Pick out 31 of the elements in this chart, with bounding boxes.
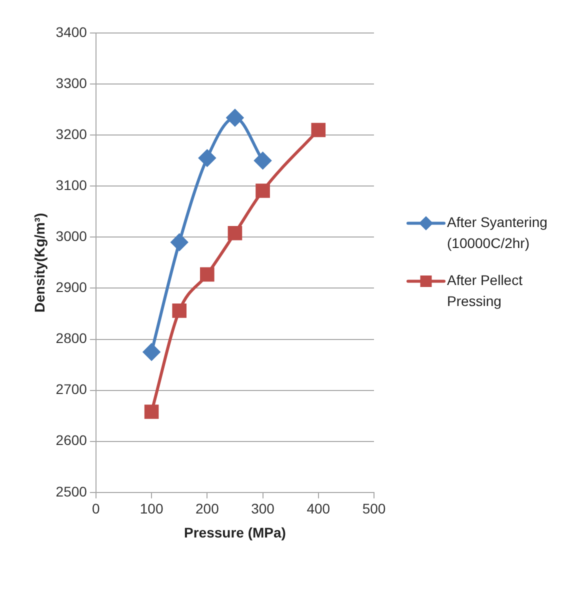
- point: [200, 267, 214, 282]
- y-tick-label: 2700: [56, 381, 88, 398]
- x-tick-label: 200: [195, 500, 220, 517]
- y-axis-title: Density(Kg/m³): [31, 212, 48, 312]
- y-tick-label: 3200: [56, 126, 88, 142]
- x-tick-label: 100: [140, 500, 164, 517]
- y-tick-label: 3000: [56, 228, 88, 244]
- point: [144, 404, 159, 419]
- y-tick-label: 3400: [56, 24, 88, 40]
- point: [198, 150, 216, 167]
- point: [254, 152, 272, 170]
- y-tick-label: 3300: [56, 74, 88, 91]
- x-tick-label: 400: [306, 500, 330, 517]
- y-tick-label: 2600: [56, 432, 88, 448]
- x-tick-label: 0: [92, 500, 100, 517]
- y-tick-label: 3100: [56, 176, 88, 193]
- legend-label: After Pellect Pressing: [447, 272, 523, 310]
- point: [226, 109, 244, 126]
- point: [143, 344, 160, 361]
- y-tick-label: 2800: [56, 330, 88, 346]
- point: [228, 226, 242, 240]
- x-axis-title: Pressure (MPa): [184, 524, 286, 540]
- point: [172, 304, 187, 318]
- legend-label: After Syantering (10000C/2hr): [447, 214, 548, 252]
- y-tick-label: 2900: [56, 279, 88, 296]
- point: [311, 122, 326, 138]
- x-tick-label: 500: [362, 500, 386, 517]
- point: [170, 234, 188, 251]
- y-tick-label: 2500: [56, 483, 88, 500]
- x-tick-label: 300: [251, 500, 275, 517]
- point: [256, 184, 270, 198]
